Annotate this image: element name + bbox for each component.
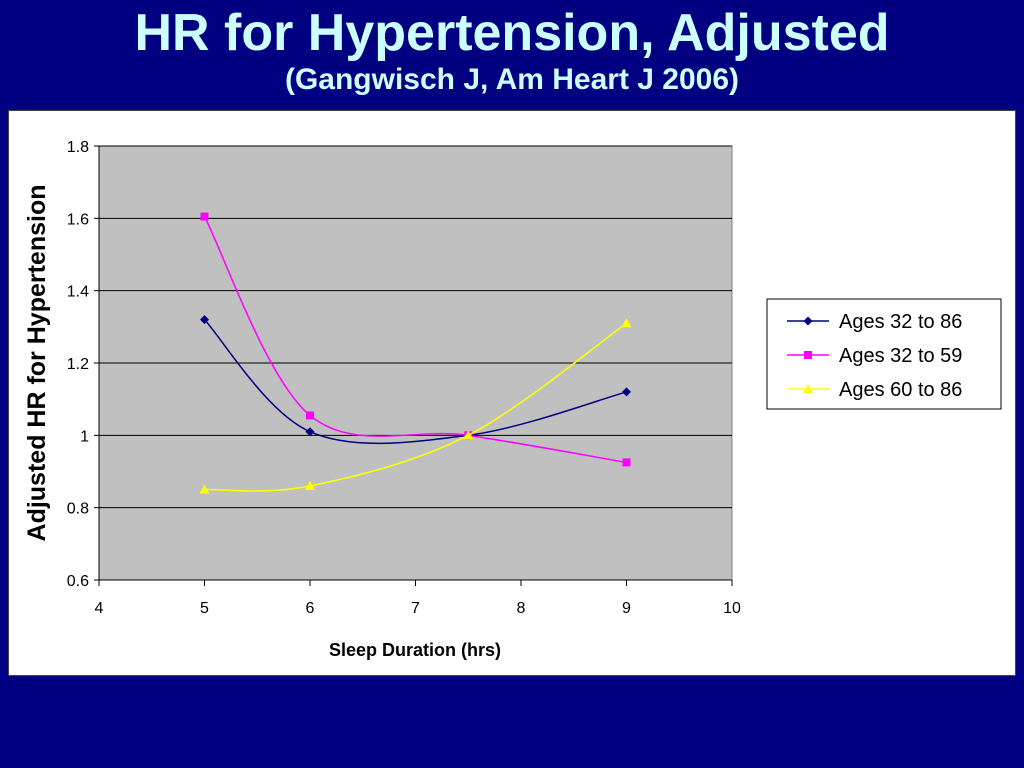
- x-tick-label: 5: [200, 600, 209, 617]
- legend-item: Ages 32 to 86: [787, 311, 962, 333]
- legend-marker: [804, 351, 812, 359]
- series-line: [203, 319, 627, 445]
- series-1: [200, 315, 631, 445]
- line-chart: 4 5 6 7 8 9 10 0.6 0.8 1 1.2 1.4 1.6 1.8 Sleep Durat…: [23, 139, 1002, 660]
- data-point: [199, 484, 210, 494]
- slide-subtitle: (Gangwisch J, Am Heart J 2006): [284, 63, 740, 96]
- x-tick-label: 4: [95, 600, 104, 617]
- data-point: [200, 212, 209, 221]
- slide-main-title: HR for Hypertension, Adjusted: [134, 4, 890, 62]
- x-tick-label: 8: [517, 600, 526, 617]
- x-tick-label: 9: [622, 600, 631, 617]
- legend: Ages 32 to 86 Ages 32 to 59 Ages 60 to 86: [766, 298, 1002, 410]
- chart-panel: 4 5 6 7 8 9 10 0.6 0.8 1 1.2 1.4 1.6 1.8 Sleep Durat…: [8, 110, 1016, 676]
- data-point: [305, 427, 315, 437]
- x-tick-label: 7: [411, 600, 420, 617]
- data-point: [200, 315, 209, 325]
- data-point: [621, 318, 632, 328]
- legend-marker: [803, 384, 813, 393]
- y-tick-label: 1.4: [67, 284, 89, 301]
- series-line: [204, 322, 627, 492]
- legend-label: Ages 32 to 59: [839, 345, 962, 367]
- legend-label: Ages 60 to 86: [839, 379, 962, 401]
- y-tick-label: 0.6: [67, 573, 89, 590]
- data-point: [306, 411, 314, 420]
- y-tick-label: 1: [80, 428, 89, 445]
- legend-marker: [803, 316, 813, 326]
- slide-title: HR for Hypertension, Adjusted (Gangwisch…: [0, 0, 1024, 97]
- legend-item: Ages 60 to 86: [787, 379, 962, 401]
- data-point: [622, 387, 631, 397]
- y-tick-labels: 0.6 0.8 1 1.2 1.4 1.6 1.8: [67, 139, 99, 590]
- series-line: [203, 216, 627, 464]
- y-tick-label: 1.8: [67, 139, 89, 156]
- y-tick-label: 0.8: [67, 501, 89, 518]
- x-tick-labels: 4 5 6 7 8 9 10: [95, 580, 741, 617]
- x-tick-label: 6: [306, 600, 315, 617]
- series-group: [199, 212, 632, 494]
- legend-label: Ages 32 to 86: [839, 311, 962, 333]
- legend-item: Ages 32 to 59: [787, 345, 962, 367]
- y-tick-label: 1.2: [67, 356, 89, 373]
- x-tick-label: 10: [723, 600, 741, 617]
- data-point: [463, 430, 474, 440]
- data-point: [305, 480, 315, 490]
- y-axis-label: Adjusted HR for Hypertension: [23, 185, 51, 542]
- series-3: [199, 318, 632, 494]
- data-point: [622, 458, 631, 467]
- y-tick-label: 1.6: [67, 211, 89, 228]
- x-axis-label: Sleep Duration (hrs): [329, 640, 501, 660]
